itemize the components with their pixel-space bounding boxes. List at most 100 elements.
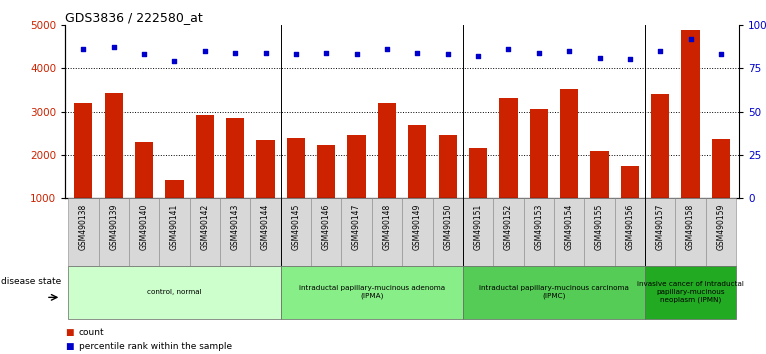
Point	[502, 46, 515, 52]
Text: percentile rank within the sample: percentile rank within the sample	[79, 342, 232, 352]
Bar	[682, 30, 699, 242]
Bar	[68, 198, 99, 266]
Bar	[402, 198, 433, 266]
Point	[441, 51, 453, 57]
Bar	[584, 198, 614, 266]
Text: GSM490147: GSM490147	[352, 204, 361, 250]
Bar	[190, 198, 220, 266]
Point	[715, 51, 727, 57]
Bar	[554, 198, 584, 266]
Text: GSM490143: GSM490143	[231, 204, 240, 250]
Bar	[499, 98, 518, 242]
Bar	[311, 198, 342, 266]
Bar	[159, 198, 190, 266]
Bar	[560, 90, 578, 242]
Bar	[250, 198, 280, 266]
Text: intraductal papillary-mucinous carcinoma
(IPMC): intraductal papillary-mucinous carcinoma…	[479, 285, 629, 299]
Point	[351, 51, 363, 57]
Bar	[712, 139, 730, 242]
Bar	[463, 198, 493, 266]
Text: intraductal papillary-mucinous adenoma
(IPMA): intraductal papillary-mucinous adenoma (…	[299, 285, 445, 299]
Point	[411, 50, 424, 55]
Bar	[591, 151, 609, 242]
Point	[77, 46, 90, 52]
Point	[685, 36, 697, 41]
Bar	[676, 198, 705, 266]
Bar	[439, 135, 457, 242]
Bar	[280, 266, 463, 319]
Bar	[705, 198, 736, 266]
Text: disease state: disease state	[1, 277, 61, 286]
Bar	[372, 198, 402, 266]
Text: GSM490140: GSM490140	[139, 204, 149, 250]
Bar	[129, 198, 159, 266]
Point	[624, 57, 636, 62]
Text: GSM490154: GSM490154	[565, 204, 574, 250]
Text: GSM490155: GSM490155	[595, 204, 604, 250]
Bar	[99, 198, 129, 266]
Bar	[317, 145, 336, 242]
Point	[169, 58, 181, 64]
Text: GSM490150: GSM490150	[444, 204, 452, 250]
Text: GSM490148: GSM490148	[382, 204, 391, 250]
Bar	[645, 266, 736, 319]
Bar	[105, 93, 123, 242]
Point	[532, 50, 545, 55]
Bar	[378, 103, 396, 242]
Text: GSM490141: GSM490141	[170, 204, 179, 250]
Bar	[165, 179, 184, 242]
Bar	[342, 198, 372, 266]
Point	[260, 50, 272, 55]
Bar	[220, 198, 250, 266]
Bar	[257, 140, 275, 242]
Text: GSM490138: GSM490138	[79, 204, 88, 250]
Bar	[620, 166, 639, 242]
Text: GSM490158: GSM490158	[686, 204, 695, 250]
Bar	[651, 94, 669, 242]
Bar	[135, 142, 153, 242]
Text: GSM490157: GSM490157	[656, 204, 665, 250]
Point	[138, 51, 150, 57]
Point	[381, 46, 393, 52]
Bar	[645, 198, 676, 266]
Bar	[408, 125, 427, 242]
Text: GDS3836 / 222580_at: GDS3836 / 222580_at	[65, 11, 203, 24]
Point	[563, 48, 575, 53]
Text: GSM490145: GSM490145	[291, 204, 300, 250]
Bar	[226, 119, 244, 242]
Point	[198, 48, 211, 53]
Point	[290, 51, 302, 57]
Bar	[524, 198, 554, 266]
Text: control, normal: control, normal	[147, 289, 201, 295]
Bar	[74, 103, 93, 242]
Bar	[614, 198, 645, 266]
Bar	[348, 135, 365, 242]
Text: ■: ■	[65, 328, 74, 337]
Bar	[68, 266, 280, 319]
Bar	[195, 115, 214, 242]
Point	[654, 48, 666, 53]
Point	[229, 50, 241, 55]
Bar	[469, 148, 487, 242]
Text: GSM490146: GSM490146	[322, 204, 331, 250]
Text: ■: ■	[65, 342, 74, 352]
Text: GSM490156: GSM490156	[625, 204, 634, 250]
Bar	[433, 198, 463, 266]
Text: GSM490139: GSM490139	[110, 204, 118, 250]
Point	[594, 55, 606, 61]
Text: GSM490159: GSM490159	[716, 204, 725, 250]
Text: count: count	[79, 328, 104, 337]
Bar	[463, 266, 645, 319]
Text: GSM490152: GSM490152	[504, 204, 513, 250]
Bar	[286, 137, 305, 242]
Bar	[280, 198, 311, 266]
Point	[320, 50, 332, 55]
Point	[472, 53, 484, 59]
Text: GSM490149: GSM490149	[413, 204, 422, 250]
Bar	[493, 198, 524, 266]
Text: invasive cancer of intraductal
papillary-mucinous
neoplasm (IPMN): invasive cancer of intraductal papillary…	[637, 281, 744, 303]
Text: GSM490151: GSM490151	[473, 204, 483, 250]
Text: GSM490144: GSM490144	[261, 204, 270, 250]
Bar	[529, 109, 548, 242]
Text: GSM490153: GSM490153	[535, 204, 543, 250]
